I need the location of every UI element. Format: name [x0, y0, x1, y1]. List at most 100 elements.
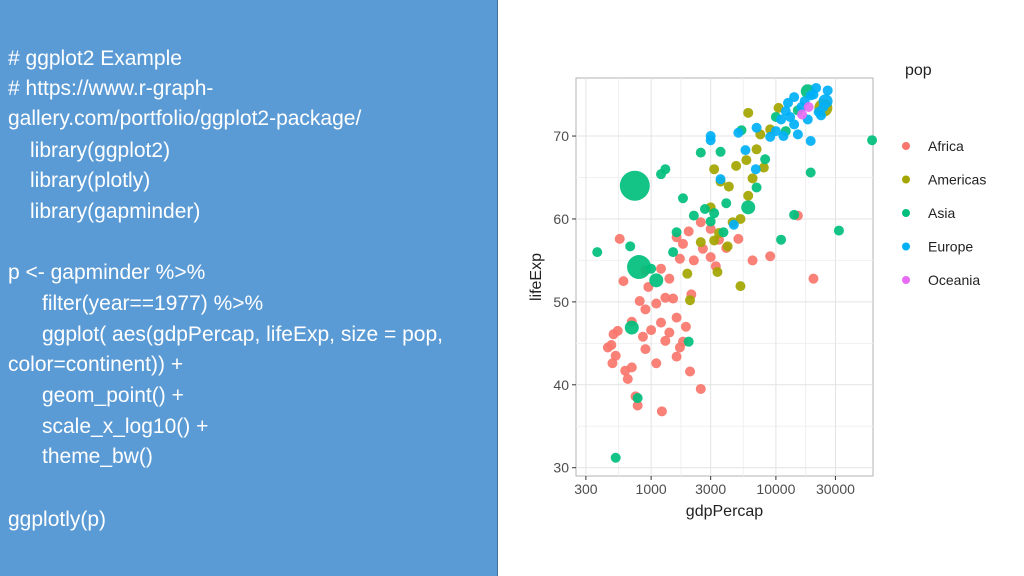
code-line-color-continent: color=continent)) +: [8, 353, 184, 376]
scatter-chart[interactable]: 300 1000 3000 10000 30000 30 40 50 60 70 gdpPercap…: [520, 50, 1024, 540]
data-point-asia: [833, 225, 844, 236]
x-axis-title: gdpPercap: [686, 503, 763, 520]
code-line-theme-bw: theme_bw(): [42, 445, 153, 468]
data-point-americas: [723, 181, 734, 192]
data-point-europe: [811, 82, 822, 93]
y-axis-title: lifeExp: [528, 253, 545, 301]
legend-label-africa: Africa: [928, 138, 964, 154]
x-tick-label: 10000: [756, 481, 795, 497]
data-point-europe: [770, 126, 781, 137]
data-point-asia: [632, 393, 643, 404]
data-point-asia: [624, 320, 639, 335]
data-point-africa: [606, 339, 617, 350]
data-point-africa: [668, 293, 679, 304]
legend-label-europe: Europe: [928, 239, 973, 255]
data-point-africa: [634, 296, 645, 307]
data-point-africa: [656, 406, 667, 417]
data-point-africa: [705, 223, 716, 234]
data-point-africa: [610, 350, 621, 361]
data-point-asia: [592, 247, 603, 258]
data-point-europe: [785, 111, 796, 122]
data-point-oceania: [803, 102, 814, 113]
data-point-africa: [671, 312, 682, 323]
data-point-asia: [751, 182, 762, 193]
legend-swatch-oceania: [902, 276, 910, 284]
data-point-africa: [688, 255, 699, 266]
data-point-africa: [608, 329, 619, 340]
data-point-asia: [721, 198, 732, 209]
legend-title: pop: [905, 62, 932, 79]
data-point-asia: [671, 227, 682, 238]
data-point-asia: [760, 154, 771, 165]
code-panel: # ggplot2 Example # https://www.r-graph-…: [0, 0, 498, 576]
data-point-americas: [747, 173, 758, 184]
data-point-africa: [660, 335, 671, 346]
data-point-africa: [637, 331, 648, 342]
x-tick-label: 1000: [636, 481, 667, 497]
data-point-asia: [695, 147, 706, 158]
code-line-scale-x-log10: scale_x_log10() +: [42, 415, 209, 438]
data-point-asia: [741, 200, 756, 215]
data-point-asia: [668, 247, 679, 258]
data-point-asia: [688, 210, 699, 221]
data-point-americas: [751, 144, 762, 155]
data-point-americas: [758, 162, 769, 173]
data-point-africa: [677, 238, 688, 249]
code-line-library-ggplot2: library(ggplot2): [30, 139, 171, 162]
data-point-africa: [674, 253, 685, 264]
data-point-europe: [789, 92, 800, 103]
data-point-africa: [651, 298, 662, 309]
data-point-europe: [728, 219, 739, 230]
legend: pop Africa Americas Asia Europe Oceania: [902, 62, 986, 288]
data-point-africa: [614, 233, 625, 244]
data-point-europe: [776, 114, 787, 125]
code-line-library-plotly: library(plotly): [30, 169, 151, 192]
axes: 300 1000 3000 10000 30000 30 40 50 60 70 gdpPercap…: [528, 128, 855, 520]
data-point-americas: [735, 213, 746, 224]
data-point-europe: [822, 85, 833, 96]
data-point-americas: [685, 295, 696, 306]
data-point-europe: [750, 164, 761, 175]
data-point-africa: [656, 317, 667, 328]
legend-swatch-americas: [902, 175, 910, 184]
data-point-americas: [743, 107, 754, 118]
data-point-asia: [805, 167, 816, 178]
code-line-comment-title: # ggplot2 Example: [8, 47, 182, 70]
data-point-europe: [705, 131, 716, 142]
data-point-europe: [816, 110, 827, 121]
data-point-africa: [646, 325, 657, 336]
data-point-americas: [712, 267, 723, 278]
data-point-africa: [607, 358, 618, 369]
data-point-asia: [776, 234, 787, 245]
data-point-asia: [625, 241, 636, 252]
data-point-americas: [709, 235, 720, 246]
data-point-europe: [818, 102, 829, 113]
data-point-europe: [792, 129, 803, 140]
data-point-americas: [722, 241, 733, 252]
data-point-europe: [751, 122, 762, 133]
legend-swatch-africa: [902, 142, 910, 150]
data-point-europe: [805, 136, 816, 147]
x-tick-label: 30000: [816, 481, 855, 497]
data-point-europe: [740, 145, 751, 156]
data-point-africa: [747, 255, 758, 266]
data-point-africa: [626, 362, 637, 373]
legend-label-asia: Asia: [928, 205, 955, 221]
data-point-africa: [618, 276, 629, 287]
data-point-africa: [765, 251, 776, 262]
code-line-comment-url-2: gallery.com/portfolio/ggplot2-package/: [8, 107, 362, 130]
y-tick-label: 70: [553, 128, 569, 144]
scatter-chart-svg[interactable]: 300 1000 3000 10000 30000 30 40 50 60 70 gdpPercap…: [520, 50, 1024, 540]
data-point-africa: [733, 233, 744, 244]
data-point-asia: [699, 204, 710, 215]
data-point-europe: [789, 119, 800, 130]
data-point-africa: [680, 321, 691, 332]
code-line-comment-url-1: # https://www.r-graph-: [8, 77, 214, 100]
data-point-asia: [789, 209, 800, 220]
data-point-africa: [632, 400, 643, 411]
data-point-africa: [695, 383, 706, 394]
data-point-asia: [867, 135, 878, 146]
plot-area: [575, 77, 874, 477]
data-point-americas: [695, 237, 706, 248]
legend-swatch-asia: [902, 209, 910, 217]
